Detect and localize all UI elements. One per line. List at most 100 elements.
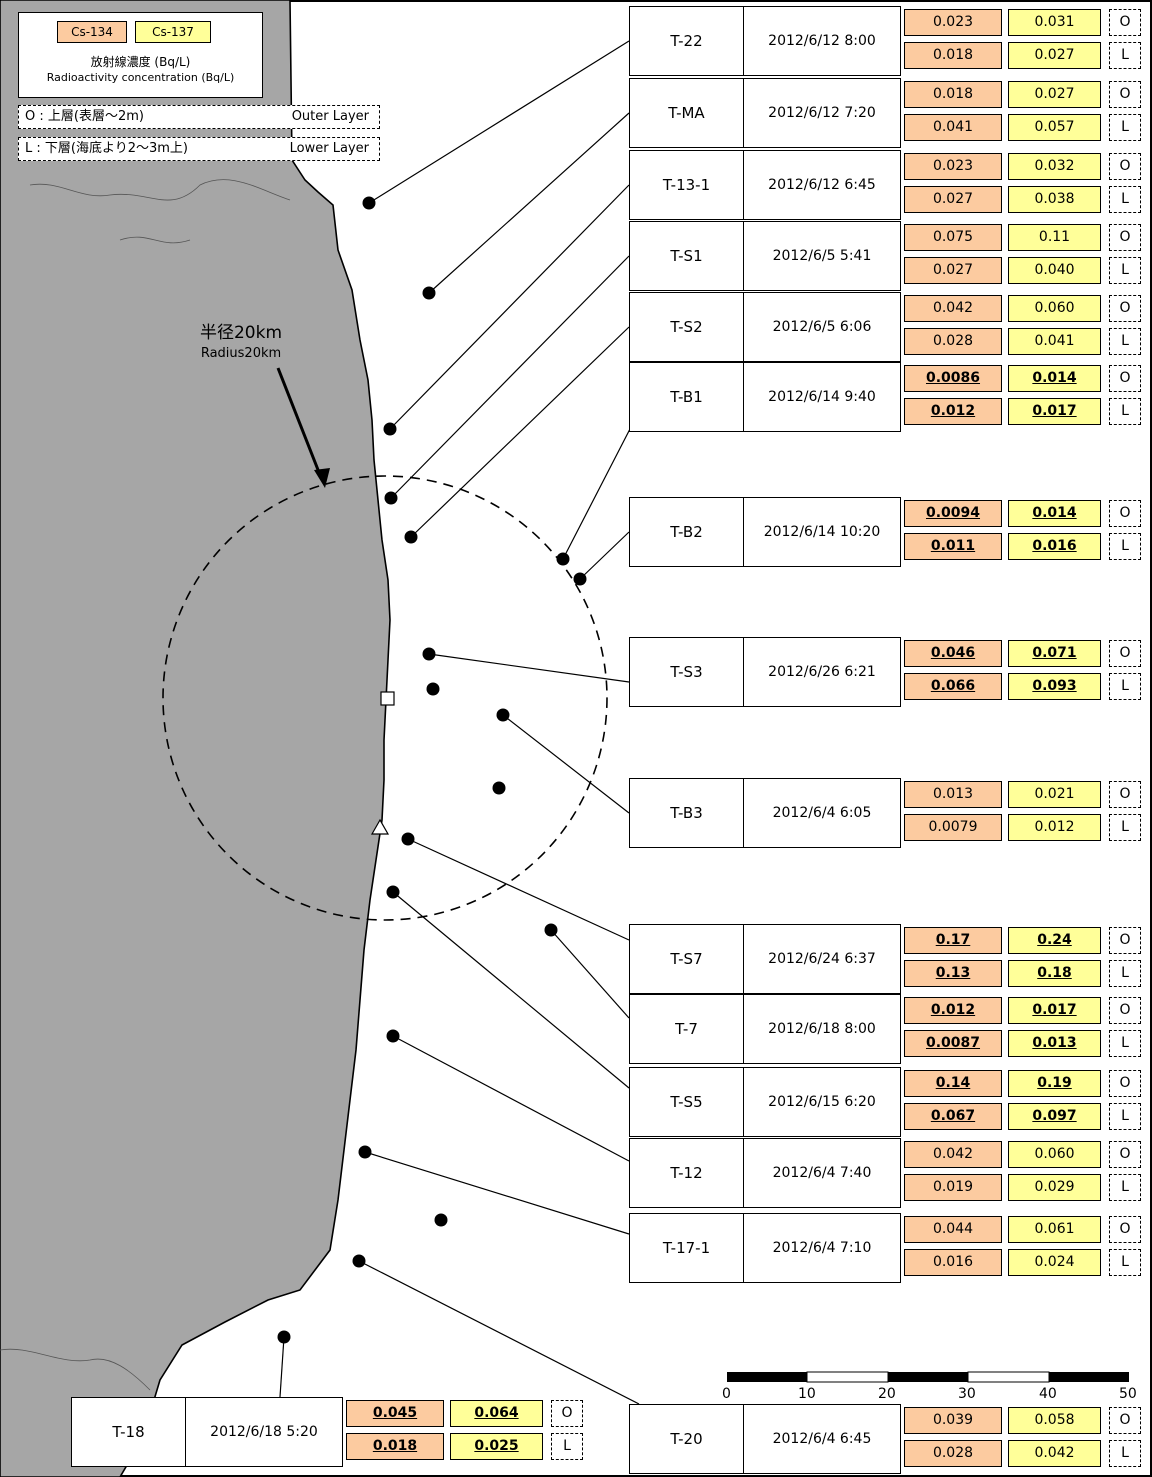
outer-cs137-value: 0.19 [1008, 1070, 1101, 1097]
lower-cs134-value: 0.018 [904, 42, 1002, 69]
leader-line-t-22 [368, 40, 630, 204]
sample-id: T-S5 [629, 1067, 744, 1137]
sampling-point-unlabeled-3[interactable] [434, 1213, 448, 1227]
scale-tick-40: 40 [1039, 1386, 1057, 1402]
lower-layer-en: Lower Layer [289, 141, 369, 156]
lower-layer-tag: L [1109, 673, 1141, 700]
leader-line-t-20 [358, 1260, 640, 1405]
scale-bar [727, 1371, 1129, 1383]
outer-cs134-value: 0.045 [346, 1400, 444, 1427]
lower-layer-tag: L [1109, 42, 1141, 69]
sample-id: T-12 [629, 1138, 744, 1208]
sample-id: T-S1 [629, 221, 744, 291]
lower-cs137-value: 0.025 [450, 1433, 543, 1460]
sample-date: 2012/6/4 7:10 [744, 1213, 901, 1283]
outer-cs134-value: 0.012 [904, 997, 1002, 1024]
leader-line-t-s1 [390, 255, 630, 499]
sampling-point-t-20[interactable] [352, 1254, 366, 1268]
sample-table-t-b3: T-B3 2012/6/4 6:05 0.013 0.021 O 0.0079 0.012 L [629, 778, 1149, 848]
outer-layer-jp: O : 上層(表層～2m) [25, 109, 144, 124]
lower-layer-tag: L [551, 1433, 583, 1460]
sampling-point-t-b3[interactable] [496, 708, 510, 722]
lower-cs137-value: 0.027 [1008, 42, 1101, 69]
sampling-point-t-7[interactable] [544, 923, 558, 937]
sample-date: 2012/6/12 8:00 [744, 6, 901, 76]
sampling-point-t-12[interactable] [386, 1029, 400, 1043]
leader-line-t-b1 [562, 426, 632, 560]
sampling-point-t-s1[interactable] [384, 491, 398, 505]
sampling-point-unlabeled-1[interactable] [426, 682, 440, 696]
outer-layer-tag: O [1109, 153, 1141, 180]
outer-cs134-value: 0.023 [904, 153, 1002, 180]
lower-cs134-value: 0.012 [904, 398, 1002, 425]
outer-cs134-value: 0.018 [904, 81, 1002, 108]
lower-cs137-value: 0.029 [1008, 1174, 1101, 1201]
outer-layer-tag: O [1109, 1070, 1141, 1097]
radius-label-jp: 半径20km [199, 323, 283, 343]
outer-cs137-value: 0.058 [1008, 1407, 1101, 1434]
lower-cs134-value: 0.0087 [904, 1030, 1002, 1057]
lower-layer-tag: L [1109, 1249, 1141, 1276]
sample-date: 2012/6/12 6:45 [744, 150, 901, 220]
sample-table-t-s5: T-S5 2012/6/15 6:20 0.14 0.19 O 0.067 0.097 L [629, 1067, 1149, 1137]
outer-cs137-value: 0.11 [1008, 224, 1101, 251]
outer-cs137-value: 0.027 [1008, 81, 1101, 108]
lower-cs137-value: 0.040 [1008, 257, 1101, 284]
scale-tick-20: 20 [878, 1386, 896, 1402]
sampling-point-t-s2[interactable] [404, 530, 418, 544]
outer-cs137-value: 0.060 [1008, 1141, 1101, 1168]
sample-date: 2012/6/12 7:20 [744, 78, 901, 148]
sampling-point-t-17-1[interactable] [358, 1145, 372, 1159]
sampling-point-t-b2[interactable] [573, 572, 587, 586]
lower-cs134-value: 0.027 [904, 186, 1002, 213]
sampling-point-t-22[interactable] [362, 196, 376, 210]
sampling-point-unlabeled-2[interactable] [492, 781, 506, 795]
outer-layer-tag: O [1109, 927, 1141, 954]
outer-layer-tag: O [1109, 1407, 1141, 1434]
outer-cs134-value: 0.046 [904, 640, 1002, 667]
lower-layer-legend: L : 下層(海底より2～3m上) Lower Layer [18, 137, 380, 161]
sampling-point-t-b1[interactable] [556, 552, 570, 566]
sample-table-t-b2: T-B2 2012/6/14 10:20 0.0094 0.014 O 0.011 0.01… [629, 497, 1149, 567]
outer-cs134-value: 0.075 [904, 224, 1002, 251]
sampling-point-t-ma[interactable] [422, 286, 436, 300]
sample-id: T-20 [629, 1404, 744, 1474]
outer-cs137-value: 0.031 [1008, 9, 1101, 36]
sampling-point-t-13-1[interactable] [383, 422, 397, 436]
sample-table-t-13-1: T-13-1 2012/6/12 6:45 0.023 0.032 O 0.027 0.03… [629, 150, 1149, 220]
lower-layer-jp: L : 下層(海底より2～3m上) [25, 141, 188, 156]
sampling-point-t-18[interactable] [277, 1330, 291, 1344]
leader-line-t-17-1 [364, 1151, 630, 1235]
leader-line-t-12 [392, 1035, 630, 1162]
lower-layer-tag: L [1109, 960, 1141, 987]
lower-cs137-value: 0.038 [1008, 186, 1101, 213]
lower-cs137-value: 0.041 [1008, 328, 1101, 355]
sample-table-t-18: T-18 2012/6/18 5:20 0.045 0.064 O 0.018 0.025 L [71, 1397, 591, 1467]
sample-date: 2012/6/14 9:40 [744, 362, 901, 432]
sampling-point-t-s7[interactable] [401, 832, 415, 846]
outer-cs134-value: 0.013 [904, 781, 1002, 808]
lower-cs134-value: 0.067 [904, 1103, 1002, 1130]
sample-id: T-13-1 [629, 150, 744, 220]
scale-tick-50: 50 [1119, 1386, 1137, 1402]
outer-layer-tag: O [1109, 224, 1141, 251]
sample-table-t-s7: T-S7 2012/6/24 6:37 0.17 0.24 O 0.13 0.18 L [629, 924, 1149, 994]
lower-cs137-value: 0.017 [1008, 398, 1101, 425]
sampling-point-t-s3[interactable] [422, 647, 436, 661]
lower-layer-tag: L [1109, 533, 1141, 560]
outer-cs137-value: 0.017 [1008, 997, 1101, 1024]
sampling-point-t-s5[interactable] [386, 885, 400, 899]
lower-cs137-value: 0.012 [1008, 814, 1101, 841]
plant-marker [380, 691, 395, 706]
sample-id: T-B3 [629, 778, 744, 848]
sample-id: T-22 [629, 6, 744, 76]
outer-layer-en: Outer Layer [291, 109, 369, 124]
leader-line-t-13-1 [389, 184, 630, 430]
outer-layer-tag: O [1109, 781, 1141, 808]
plant-marker-2 [370, 818, 390, 835]
sampling-points [277, 196, 587, 1344]
lower-layer-tag: L [1109, 328, 1141, 355]
sample-id: T-B2 [629, 497, 744, 567]
radius-label-en: Radius20km [200, 346, 282, 361]
sample-date: 2012/6/24 6:37 [744, 924, 901, 994]
